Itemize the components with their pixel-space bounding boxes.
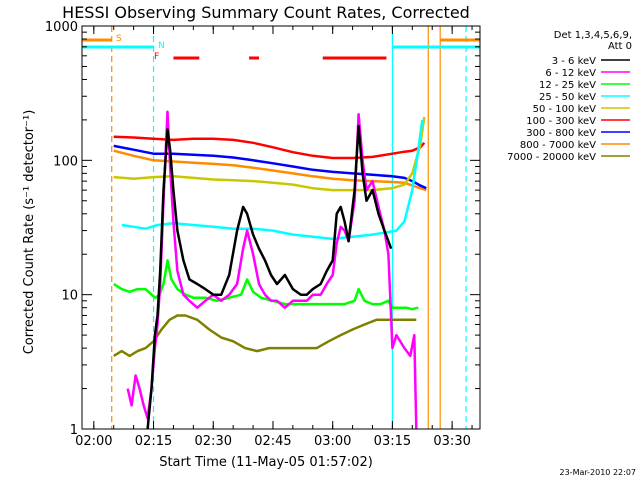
legend-label-50-100-kev: 50 - 100 keV [533,104,597,115]
x-tick-label: 02:15 [135,434,172,449]
y-tick-label: 10 [61,289,78,304]
legend-label-3-6-kev: 3 - 6 keV [552,56,596,67]
flag-label-n: N [158,41,165,51]
attenuator-event-lines [111,26,467,429]
y-tick-label: 1000 [45,20,78,35]
render-timestamp: 23-Mar-2010 22:07 [560,468,637,477]
flag-bars: S NF [82,34,480,62]
y-axis: 1 10 100 1000 [45,20,480,438]
legend-label-12-25-kev: 12 - 25 keV [539,80,596,91]
x-axis-label: Start Time (11-May-05 01:57:02) [159,455,373,470]
legend-label-25-50-kev: 25 - 50 keV [539,92,596,103]
legend-label-6-12-kev: 6 - 12 keV [545,68,596,79]
series-line-100-300-kev [113,135,426,160]
series-line-7000-20000-kev [113,314,417,358]
y-tick-label: 100 [53,154,78,169]
legend-label-100-300-kev: 100 - 300 keV [526,116,596,127]
plot-frame [81,25,481,430]
legend-title-line: Att 0 [608,41,632,52]
flag-label-f: F [154,52,159,62]
y-tick-label: 1 [70,423,78,438]
series-lines [113,110,427,429]
chart-title: HESSI Observing Summary Count Rates, Cor… [62,3,470,22]
legend-label-7000-20000-kev: 7000 - 20000 keV [507,152,596,163]
series-line-12-25-kev [113,259,419,311]
x-axis: 02:00 02:15 02:30 02:45 03:00 03:15 03:30 [75,26,473,449]
x-tick-label: 02:45 [254,434,291,449]
x-tick-label: 02:30 [195,434,232,449]
y-axis-label: Corrected Count Rate (s⁻¹ detector⁻¹) [22,110,37,355]
x-tick-label: 03:15 [374,434,411,449]
x-tick-label: 02:00 [75,434,112,449]
series-line-300-800-kev [113,144,427,190]
x-tick-label: 03:30 [433,434,470,449]
legend-label-800-7000-kev: 800 - 7000 keV [520,140,596,151]
series-line-3-6-kev [146,124,393,429]
flag-label-s: S [116,34,122,44]
x-tick-label: 03:00 [314,434,351,449]
legend-title-line: Det 1,3,4,5,6,9, [554,30,632,41]
legend-label-300-800-kev: 300 - 800 keV [526,128,596,139]
